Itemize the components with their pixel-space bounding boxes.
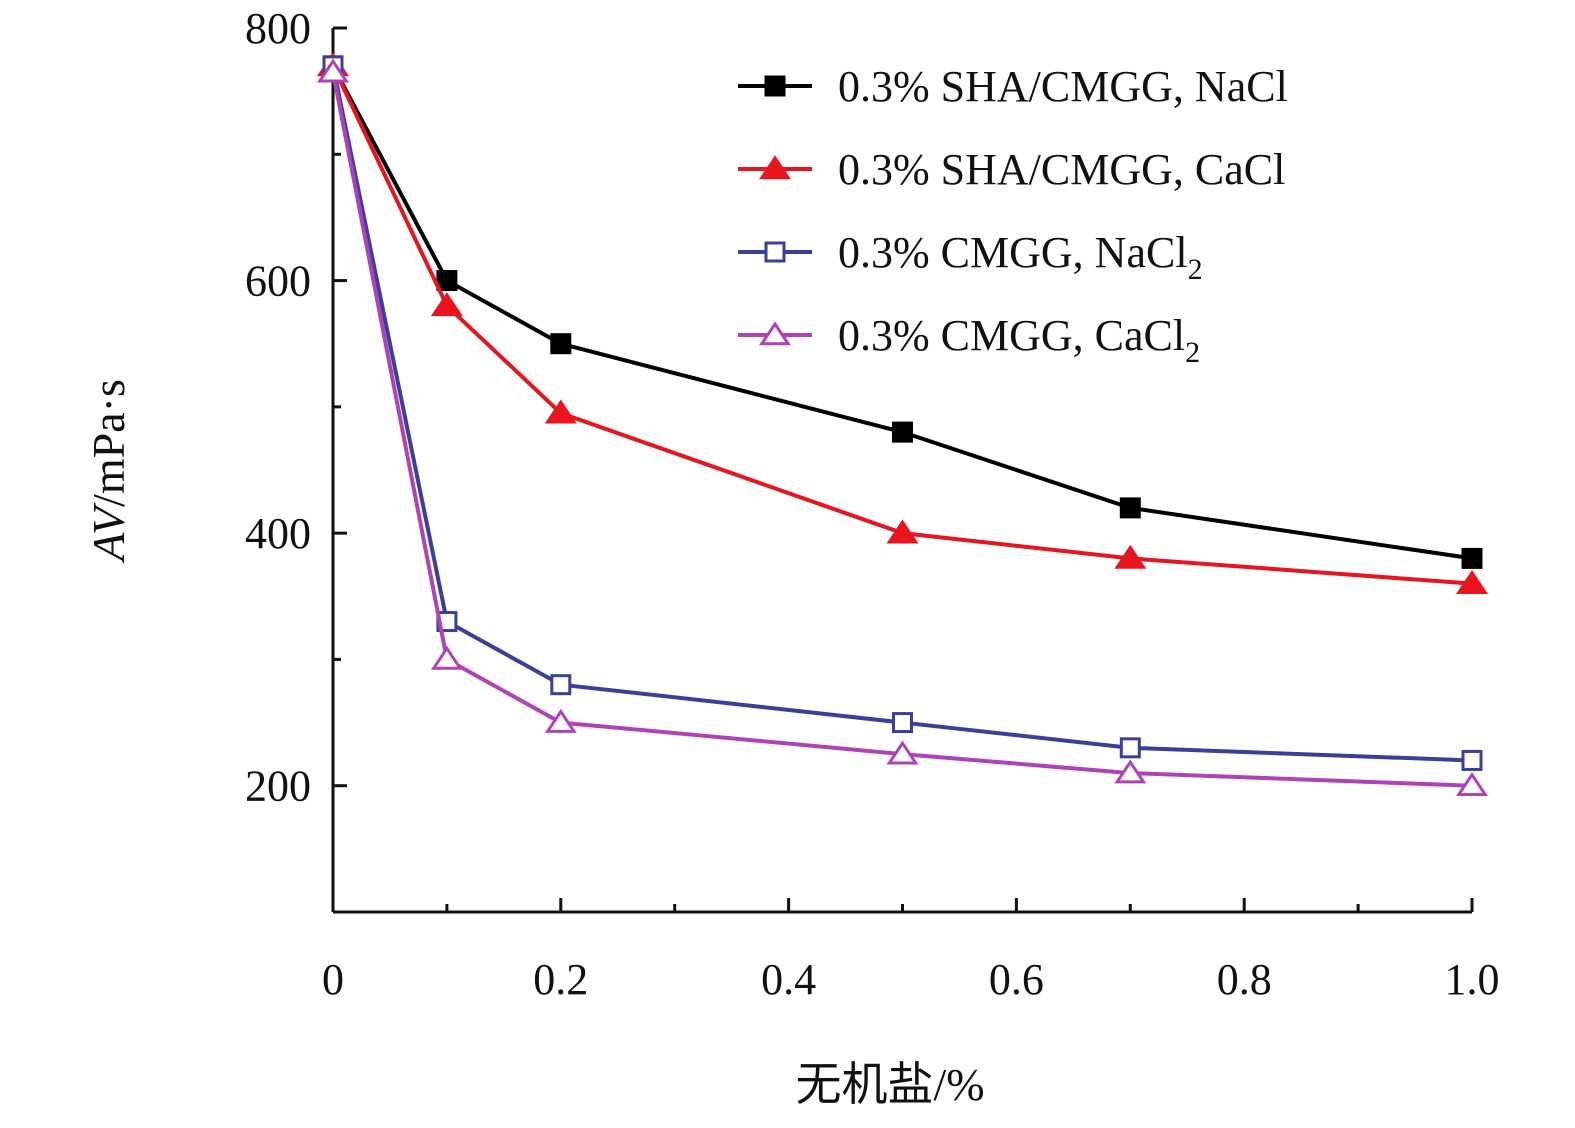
data-point	[316, 58, 350, 83]
legend-label: 0.3% SHA/CMGG, CaCl	[838, 145, 1285, 194]
y-axis-label: AV/mPa·s	[83, 379, 134, 564]
y-tick-label: 600	[245, 257, 311, 306]
legend-marker	[764, 75, 786, 97]
legend-marker	[758, 155, 792, 180]
legend-entry-2: 0.3% SHA/CMGG, CaCl	[738, 145, 1285, 194]
x-tick-label: 0	[322, 955, 344, 1004]
series-4	[316, 58, 1489, 797]
data-point	[1461, 749, 1483, 771]
data-point	[1114, 544, 1147, 569]
legend-entry-3: 0.3% CMGG, NaCl2	[738, 228, 1203, 286]
ticks: 200 400 600 800 0 0.2 0.4 0.6 0.8 1.0	[245, 4, 1500, 1004]
x-axis-label: 无机盐/%	[795, 1059, 984, 1110]
series-line	[331, 71, 1473, 788]
x-tick-label: 0.6	[989, 955, 1044, 1004]
legend-entry-4: 0.3% CMGG, CaCl2	[738, 311, 1200, 369]
legend-label-subscript: 2	[1185, 336, 1200, 369]
data-point	[544, 399, 577, 424]
legend-label: 0.3% CMGG, NaCl2	[838, 228, 1203, 286]
data-point	[430, 292, 463, 317]
legend-marker	[764, 241, 786, 263]
legend: 0.3% SHA/CMGG, NaCl 0.3% SHA/CMGG, CaCl 0.…	[738, 62, 1288, 369]
data-point	[1119, 497, 1141, 519]
legend-label-text: 0.3% SHA/CMGG, NaCl	[838, 62, 1288, 111]
legend-label-text: 0.3% SHA/CMGG, CaCl	[838, 145, 1285, 194]
legend-marker	[758, 321, 792, 346]
data-point	[436, 270, 458, 292]
y-tick-label: 400	[245, 509, 311, 558]
legend-entry-1: 0.3% SHA/CMGG, NaCl	[738, 62, 1288, 111]
series-line	[331, 65, 1473, 763]
data-point	[1114, 759, 1147, 784]
legend-label-text: 0.3% CMGG, NaCl	[838, 228, 1188, 277]
y-axis-label-italic: AV	[83, 502, 134, 564]
x-tick-label: 0.2	[533, 955, 588, 1004]
data-point	[550, 333, 572, 355]
legend-label: 0.3% SHA/CMGG, NaCl	[838, 62, 1288, 111]
x-tick-label: 0.8	[1217, 955, 1272, 1004]
series-line	[331, 64, 1473, 561]
y-axis-label-unit: /mPa·s	[83, 379, 134, 507]
data-point	[544, 708, 577, 733]
data-point	[430, 645, 463, 670]
x-tick-label: 1.0	[1445, 955, 1500, 1004]
data-point	[1119, 737, 1141, 759]
data-point	[1461, 547, 1483, 569]
data-point	[1455, 569, 1489, 594]
legend-label-text: 0.3% CMGG, CaCl	[838, 311, 1185, 360]
data-point	[886, 519, 919, 544]
series-3	[322, 55, 1483, 771]
series-layer	[316, 52, 1489, 797]
legend-label-subscript: 2	[1188, 253, 1203, 286]
data-point	[550, 674, 572, 696]
series-line	[331, 65, 1473, 586]
y-tick-label: 800	[245, 4, 311, 53]
data-point	[1455, 772, 1489, 797]
data-point	[886, 740, 919, 765]
y-tick-label: 200	[245, 762, 311, 811]
data-point	[892, 421, 913, 443]
legend-label: 0.3% CMGG, CaCl2	[838, 311, 1200, 369]
data-point	[892, 712, 913, 734]
x-tick-label: 0.4	[761, 955, 816, 1004]
